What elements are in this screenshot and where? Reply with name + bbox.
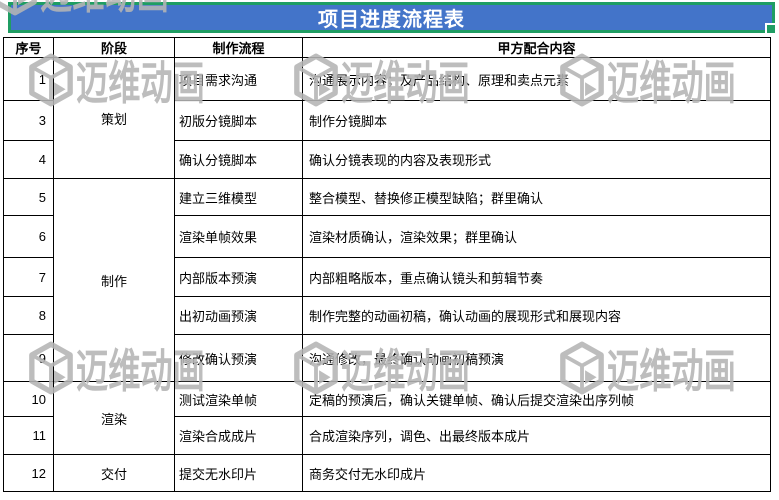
progress-table: 序号 阶段 制作流程 甲方配合内容 1 策划 项目需求沟通 沟通展示内容；及产品结构、… <box>3 37 771 492</box>
header-serial[interactable]: 序号 <box>3 37 54 58</box>
title-bar-cell[interactable]: 项目进度流程表 <box>8 2 777 35</box>
table-row: 1 策划 项目需求沟通 沟通展示内容；及产品结构、原理和卖点元素 <box>3 57 771 179</box>
process-cell[interactable]: 渲染合成成片 <box>174 416 303 455</box>
client-content-cell[interactable]: 沟通修改，最终确认动画初稿预演 <box>302 334 771 382</box>
client-content-cell[interactable]: 整合模型、替换修正模型缺陷；群里确认 <box>302 178 771 216</box>
header-client[interactable]: 甲方配合内容 <box>302 37 771 58</box>
serial-cell[interactable]: 11 <box>3 416 54 455</box>
serial-cell[interactable]: 5 <box>3 178 54 216</box>
process-cell[interactable]: 渲染单帧效果 <box>174 215 303 258</box>
client-content-cell[interactable]: 合成渲染序列，调色、出最终版本成片 <box>302 416 771 455</box>
client-content-cell[interactable]: 确认分镜表现的内容及表现形式 <box>302 140 771 179</box>
client-content-cell[interactable]: 内部粗略版本，重点确认镜头和剪辑节奏 <box>302 257 771 297</box>
table-row: 10 渲染 测试渲染单帧 定稿的预演后，确认关键单帧、确认后提交渲染出序列帧 <box>3 381 771 455</box>
serial-cell[interactable]: 6 <box>3 215 54 258</box>
page-title: 项目进度流程表 <box>318 9 465 31</box>
serial-cell[interactable]: 9 <box>3 334 54 382</box>
client-content-cell[interactable]: 制作分镜脚本 <box>302 100 771 141</box>
serial-cell[interactable]: 3 <box>3 100 54 141</box>
process-cell[interactable]: 初版分镜脚本 <box>174 100 303 141</box>
table-row: 4 确认分镜脚本 确认分镜表现的内容及表现形式 <box>3 140 771 179</box>
process-cell[interactable]: 建立三维模型 <box>174 178 303 216</box>
process-cell[interactable]: 确认分镜脚本 <box>174 140 303 179</box>
stage-cell[interactable]: 制作 <box>53 178 175 382</box>
client-content-cell[interactable]: 制作完整的动画初稿，确认动画的展现形式和展现内容 <box>302 296 771 335</box>
serial-cell[interactable]: 7 <box>3 257 54 297</box>
table-row: 11 渲染合成成片 合成渲染序列，调色、出最终版本成片 <box>3 416 771 455</box>
serial-cell[interactable]: 1 <box>3 57 54 101</box>
client-content-cell[interactable]: 沟通展示内容；及产品结构、原理和卖点元素 <box>302 57 771 101</box>
stage-cell[interactable]: 渲染 <box>53 381 175 455</box>
serial-cell[interactable]: 12 <box>3 454 54 492</box>
table-row: 5 制作 建立三维模型 整合模型、替换修正模型缺陷；群里确认 <box>3 178 771 382</box>
process-cell[interactable]: 提交无水印片 <box>174 454 303 492</box>
client-content-cell[interactable]: 渲染材质确认，渲染效果；群里确认 <box>302 215 771 258</box>
stage-cell[interactable]: 交付 <box>53 454 175 492</box>
table-row: 8 出初动画预演 制作完整的动画初稿，确认动画的展现形式和展现内容 <box>3 296 771 335</box>
process-cell[interactable]: 出初动画预演 <box>174 296 303 335</box>
table-row: 12 交付 提交无水印片 商务交付无水印成片 <box>3 454 771 492</box>
process-cell[interactable]: 内部版本预演 <box>174 257 303 297</box>
serial-cell[interactable]: 10 <box>3 381 54 417</box>
stage-cell[interactable]: 策划 <box>53 57 175 179</box>
serial-cell[interactable]: 8 <box>3 296 54 335</box>
header-stage[interactable]: 阶段 <box>53 37 175 58</box>
table-row: 3 初版分镜脚本 制作分镜脚本 <box>3 100 771 141</box>
process-cell[interactable]: 修改确认预演 <box>174 334 303 382</box>
serial-cell[interactable]: 4 <box>3 140 54 179</box>
client-content-cell[interactable]: 商务交付无水印成片 <box>302 454 771 492</box>
process-cell[interactable]: 项目需求沟通 <box>174 57 303 101</box>
selection-fill-handle[interactable] <box>765 23 777 35</box>
header-row: 序号 阶段 制作流程 甲方配合内容 <box>3 37 771 58</box>
client-content-cell[interactable]: 定稿的预演后，确认关键单帧、确认后提交渲染出序列帧 <box>302 381 771 417</box>
table-row: 7 内部版本预演 内部粗略版本，重点确认镜头和剪辑节奏 <box>3 257 771 297</box>
process-cell[interactable]: 测试渲染单帧 <box>174 381 303 417</box>
header-process[interactable]: 制作流程 <box>174 37 303 58</box>
